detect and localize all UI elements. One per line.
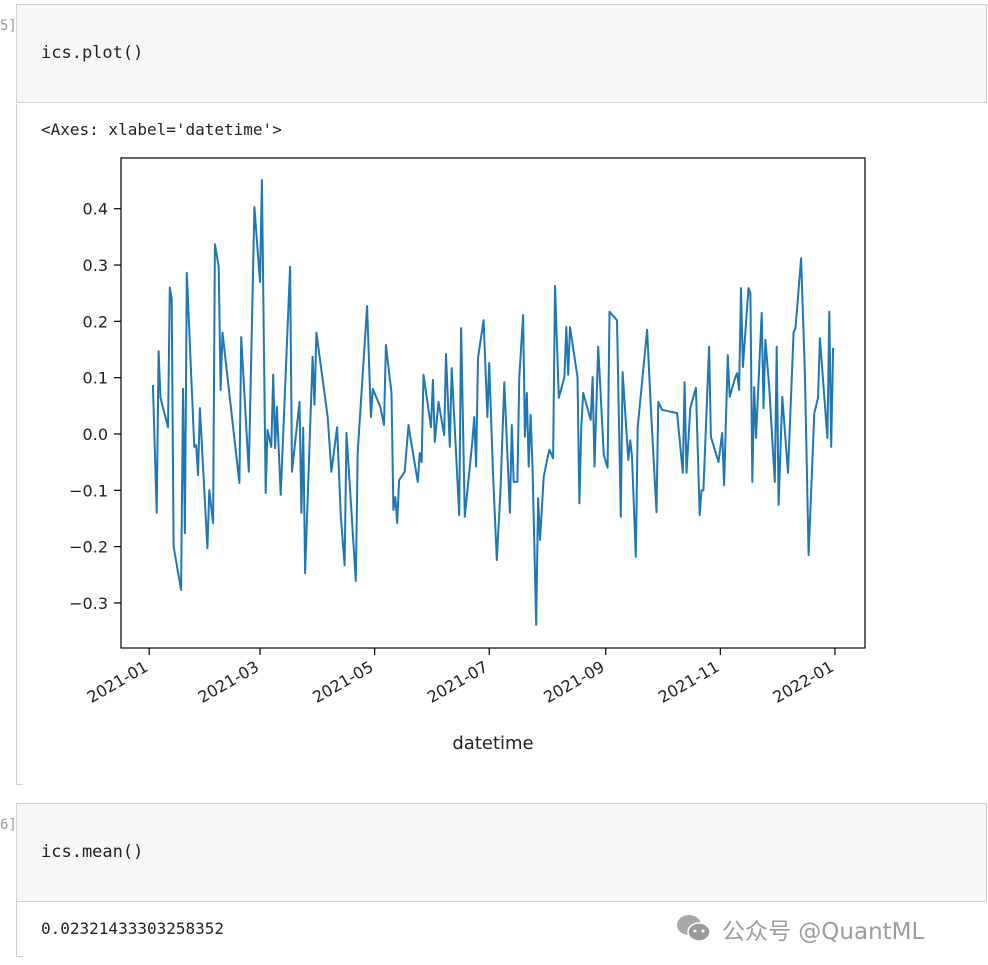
cell-output (16, 902, 23, 957)
watermark: 公众号 @QuantML (676, 912, 924, 946)
y-tick-label: 0.2 (83, 312, 108, 331)
y-tick-label: −0.1 (69, 481, 108, 500)
x-axis-label: datetime (452, 733, 533, 754)
output-repr: <Axes: xlabel='datetime'> (41, 120, 282, 139)
x-tick-label: 2021-11 (655, 657, 722, 707)
axes-frame (120, 157, 866, 649)
y-tick-label: 0.1 (83, 369, 108, 388)
code-text[interactable]: ics.mean() (41, 842, 144, 862)
code-cell-input[interactable]: ics.plot() (16, 4, 987, 103)
x-tick-label: 2021-05 (309, 657, 376, 707)
x-tick-label: 2021-07 (424, 657, 491, 707)
cell-prompt: 6] (0, 817, 17, 833)
y-tick-label: −0.3 (69, 594, 108, 613)
x-tick-label: 2021-09 (540, 657, 607, 707)
y-tick-label: 0.3 (83, 256, 108, 275)
wechat-icon (677, 915, 711, 942)
x-tick-label: 2021-03 (195, 657, 262, 707)
watermark-text: 公众号 @QuantML (722, 919, 925, 945)
y-tick-label: 0.4 (83, 200, 108, 219)
series-line (151, 179, 835, 626)
output-border-tick (17, 784, 23, 785)
cell-prompt: 5] (0, 18, 17, 34)
output-value: 0.02321433303258352 (41, 919, 225, 938)
code-text[interactable]: ics.plot() (41, 43, 144, 63)
y-tick-label: −0.2 (69, 538, 108, 557)
code-cell-input[interactable]: ics.mean() (16, 803, 987, 902)
cell-output (16, 104, 23, 785)
x-tick-label: 2022-01 (770, 657, 837, 707)
y-tick-label: 0.0 (83, 425, 108, 444)
x-tick-label: 2021-01 (84, 657, 151, 707)
line-chart: 0.4 0.3 0.2 0.1 0.0 −0.1 −0.2 −0.3 2021-01 2021-… (69, 157, 866, 754)
output-border-tick (17, 956, 23, 957)
